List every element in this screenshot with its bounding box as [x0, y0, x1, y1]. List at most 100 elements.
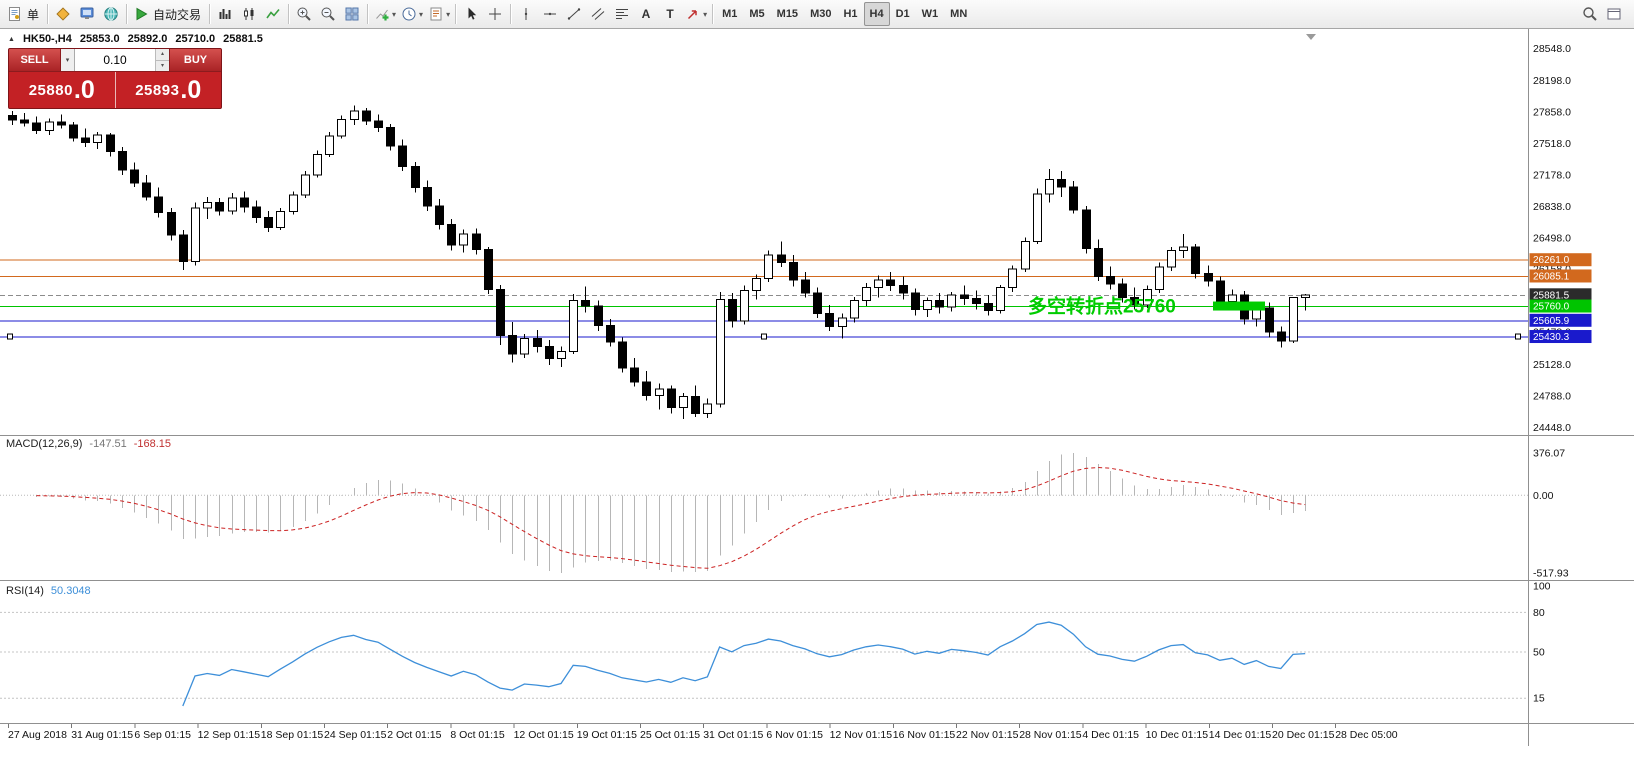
- tile-windows-button[interactable]: [340, 2, 364, 26]
- rsi-value: 50.3048: [50, 585, 91, 597]
- timeframe-m1-button[interactable]: M1: [722, 8, 738, 20]
- candle-body: [350, 110, 359, 120]
- candle-body: [679, 396, 688, 409]
- vline-icon: [524, 8, 528, 20]
- candle-body: [459, 233, 468, 246]
- candle-body: [630, 367, 639, 383]
- candle-body: [32, 122, 41, 131]
- window-button[interactable]: [1602, 2, 1626, 26]
- text-label-button[interactable]: T: [658, 2, 682, 26]
- candle-body: [1106, 275, 1115, 285]
- navigator-button[interactable]: [99, 2, 123, 26]
- macd-indicator-label: MACD(12,26,9) -147.51 -168.15: [6, 438, 171, 450]
- volume-dropdown-button[interactable]: ▾: [61, 49, 75, 71]
- timeframe-mn-button[interactable]: MN: [950, 8, 968, 20]
- macd-axis-label: -517.93: [1533, 568, 1569, 580]
- trendline-button[interactable]: [562, 2, 586, 26]
- volume-decrease-button[interactable]: ▾: [156, 60, 169, 71]
- chevron-down-icon[interactable]: ▾: [392, 9, 397, 19]
- buy-price-display[interactable]: 25893.0: [116, 72, 222, 108]
- volume-input[interactable]: [75, 49, 155, 71]
- timeframe-h4-button[interactable]: H4: [863, 2, 890, 26]
- time-axis-label: 12 Nov 01:15: [830, 729, 893, 741]
- volume-increase-button[interactable]: ▴: [156, 49, 169, 61]
- chevron-down-icon[interactable]: ▾: [703, 9, 708, 19]
- line-chart-button[interactable]: [261, 2, 285, 26]
- equidistant-channel-button[interactable]: [586, 2, 610, 26]
- candle-body: [496, 288, 505, 337]
- line-selection-handle[interactable]: [7, 333, 13, 340]
- timeframe-h1-button[interactable]: H1: [843, 8, 858, 20]
- crosshair-icon: [489, 8, 502, 20]
- candle-body: [301, 174, 310, 196]
- templates-button[interactable]: ▾: [425, 2, 452, 26]
- candlestick-chart-button[interactable]: [237, 2, 261, 26]
- vertical-line-button[interactable]: [514, 2, 538, 26]
- chart-canvas[interactable]: 28548.0 28198.0 27858.0 27518.0 27178.0 26838…: [0, 29, 1634, 746]
- sell-price-display[interactable]: 25880.0: [9, 72, 116, 108]
- autotrading-button[interactable]: 自动交易: [130, 2, 206, 26]
- horizontal-line-button[interactable]: [538, 2, 562, 26]
- chart-shift-marker[interactable]: [1306, 34, 1316, 40]
- candle-body: [81, 137, 90, 143]
- pivot-annotation-text[interactable]: 多空转折点25760: [1028, 295, 1176, 318]
- profiles-icon: [80, 7, 94, 19]
- bar-chart-button[interactable]: [213, 2, 237, 26]
- zoom-in-button[interactable]: [292, 2, 316, 26]
- rsi-axis-label: 100: [1533, 581, 1551, 593]
- candle-body: [1057, 178, 1066, 188]
- timeframe-m5-button[interactable]: M5: [749, 8, 765, 20]
- price-marker-25605.9[interactable]: [1529, 313, 1592, 327]
- indicators-button[interactable]: ▾: [371, 2, 398, 26]
- candle-body: [1277, 331, 1286, 342]
- price-axis-label: 27178.0: [1533, 169, 1571, 181]
- new-order-button[interactable]: 单: [4, 2, 44, 26]
- crosshair-button[interactable]: [483, 2, 507, 26]
- buy-button[interactable]: BUY: [169, 49, 221, 71]
- timeframe-m15-button[interactable]: M15: [776, 8, 799, 20]
- autotrading-icon: [136, 7, 148, 21]
- price-marker-26085.1[interactable]: [1529, 269, 1592, 283]
- search-button[interactable]: [1578, 2, 1602, 26]
- arrows-button[interactable]: ▾: [682, 2, 709, 26]
- candle-body: [362, 110, 371, 122]
- price-axis-label: 25128.0: [1533, 359, 1571, 371]
- time-axis-label: 4 Dec 01:15: [1082, 729, 1139, 741]
- price-marker-25430.3[interactable]: [1529, 330, 1592, 344]
- chevron-down-icon[interactable]: ▾: [446, 9, 451, 19]
- profiles-button[interactable]: [75, 2, 99, 26]
- line-selection-handle[interactable]: [1515, 333, 1521, 340]
- text-button[interactable]: A: [634, 2, 658, 26]
- ohlc-open: 25853.0: [79, 33, 120, 45]
- time-axis-label: 22 Nov 01:15: [956, 729, 1019, 741]
- price-axis-label: 28198.0: [1533, 75, 1571, 87]
- candle-body: [655, 388, 664, 397]
- zoom-out-button[interactable]: [316, 2, 340, 26]
- timeframe-d1-button[interactable]: D1: [895, 8, 910, 20]
- time-axis-label: 14 Dec 01:15: [1209, 729, 1272, 741]
- candle-body: [520, 337, 529, 355]
- pivot-highlight-bar[interactable]: [1213, 301, 1265, 311]
- oct-collapse-toggle[interactable]: ▲: [8, 35, 15, 43]
- price-marker-label: 25430.3: [1533, 332, 1570, 343]
- time-axis-label: 12 Sep 01:15: [198, 729, 261, 741]
- timeframe-w1-button[interactable]: W1: [921, 8, 939, 20]
- chart-symbol-period: HK50-,H4: [22, 33, 72, 45]
- candle-body: [1021, 240, 1030, 270]
- line-selection-handle[interactable]: [761, 333, 767, 340]
- fibonacci-button[interactable]: [610, 2, 634, 26]
- window-icon: [1607, 8, 1621, 20]
- price-marker-25760.0[interactable]: [1529, 299, 1592, 313]
- price-marker-26261.0[interactable]: [1529, 253, 1592, 267]
- timeframe-m30-button[interactable]: M30: [810, 8, 832, 20]
- price-marker-label: 25605.9: [1533, 316, 1570, 327]
- new-chart-button[interactable]: [51, 2, 75, 26]
- cursor-button[interactable]: [459, 2, 483, 26]
- sell-button[interactable]: SELL: [9, 49, 61, 71]
- periods-button[interactable]: ▾: [398, 2, 425, 26]
- macd-name: MACD(12,26,9): [6, 438, 83, 450]
- price-marker-25881.5[interactable]: [1529, 288, 1592, 302]
- search-icon: [1583, 7, 1597, 21]
- chevron-down-icon[interactable]: ▾: [419, 9, 424, 19]
- candle-body: [1094, 248, 1103, 277]
